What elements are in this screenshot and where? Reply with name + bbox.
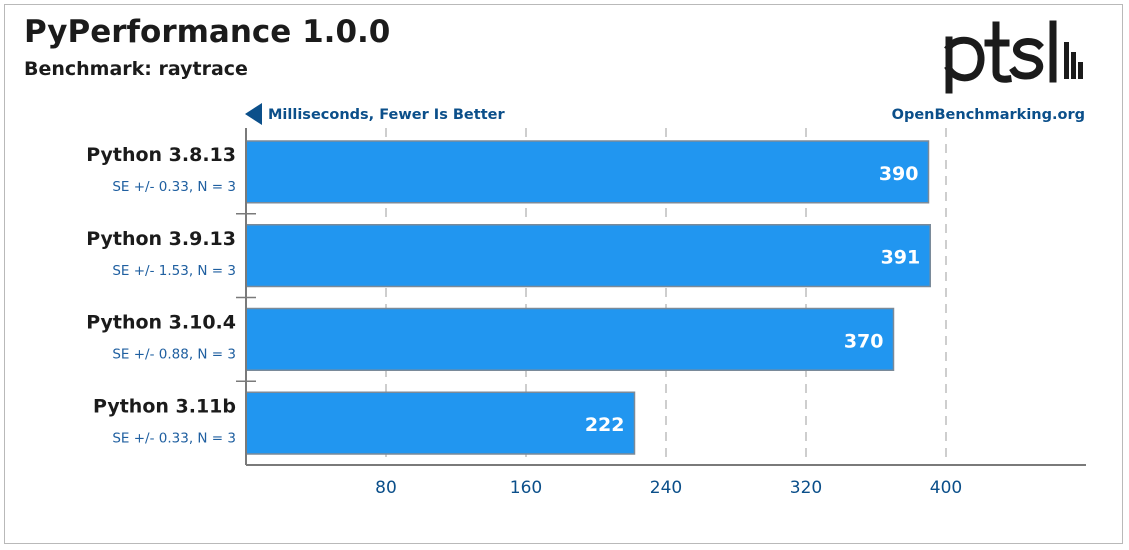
x-tick-label: 400: [930, 478, 962, 498]
se-note: SE +/- 0.33, N = 3: [112, 179, 236, 195]
units-label: Milliseconds, Fewer Is Better: [268, 107, 505, 123]
bar: [245, 224, 931, 288]
category-label: Python 3.8.13: [86, 144, 236, 166]
se-note: SE +/- 1.53, N = 3: [112, 263, 236, 279]
bar: [245, 307, 895, 371]
source-label: OpenBenchmarking.org: [892, 107, 1085, 123]
bar-value-label: 390: [879, 163, 919, 185]
bar: [245, 391, 636, 455]
se-note: SE +/- 0.33, N = 3: [112, 430, 236, 446]
x-tick-label: 160: [510, 478, 542, 498]
pts-logo: [944, 20, 1083, 94]
category-label: Python 3.9.13: [86, 228, 236, 250]
bar-value-label: 391: [881, 247, 921, 269]
bar: [245, 140, 930, 204]
x-tick-label: 320: [790, 478, 822, 498]
se-note: SE +/- 0.88, N = 3: [112, 347, 236, 363]
direction-arrow-icon: [245, 103, 262, 125]
bar-value-label: 222: [585, 414, 625, 436]
x-tick-label: 240: [650, 478, 682, 498]
chart-title: PyPerformance 1.0.0: [24, 14, 391, 50]
category-label: Python 3.10.4: [86, 312, 236, 334]
x-tick-label: 80: [375, 478, 397, 498]
category-label: Python 3.11b: [93, 395, 236, 417]
bar-value-label: 370: [844, 330, 884, 352]
chart-subtitle: Benchmark: raytrace: [24, 58, 248, 80]
